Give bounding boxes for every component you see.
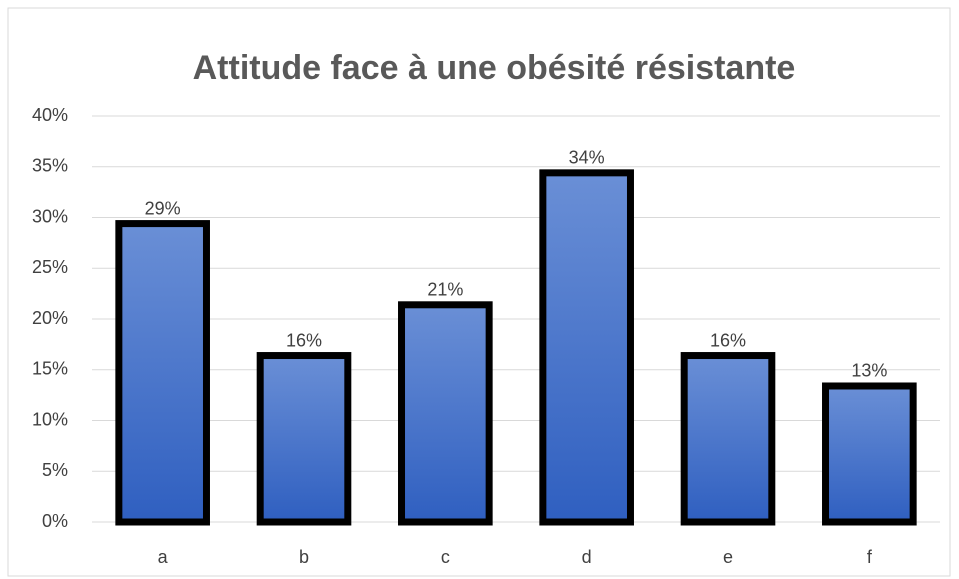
x-tick-label: a	[158, 547, 169, 567]
y-tick-label: 25%	[32, 257, 68, 277]
bar	[256, 352, 352, 526]
bar	[539, 169, 634, 526]
bar	[822, 382, 917, 526]
chart-title: Attitude face à une obésité résistante	[193, 49, 796, 87]
x-tick-label: d	[582, 547, 592, 567]
x-tick-label: e	[723, 547, 733, 567]
y-tick-label: 40%	[32, 105, 68, 125]
y-tick-label: 20%	[32, 308, 68, 328]
data-label: 34%	[569, 148, 605, 168]
data-label: 13%	[851, 361, 887, 381]
y-tick-label: 35%	[32, 156, 68, 176]
data-label: 29%	[145, 198, 181, 218]
y-tick-label: 30%	[32, 206, 68, 226]
y-tick-label: 0%	[42, 511, 68, 531]
y-tick-label: 5%	[42, 460, 68, 480]
x-tick-label: c	[441, 547, 450, 567]
bar	[398, 301, 493, 526]
y-tick-label: 15%	[32, 359, 68, 379]
x-tick-label: f	[867, 547, 873, 567]
data-label: 16%	[286, 330, 322, 350]
bar	[680, 352, 776, 526]
bar	[115, 220, 210, 526]
data-label: 21%	[427, 280, 463, 300]
x-tick-label: b	[299, 547, 309, 567]
y-tick-label: 10%	[32, 409, 68, 429]
data-label: 16%	[710, 330, 746, 350]
